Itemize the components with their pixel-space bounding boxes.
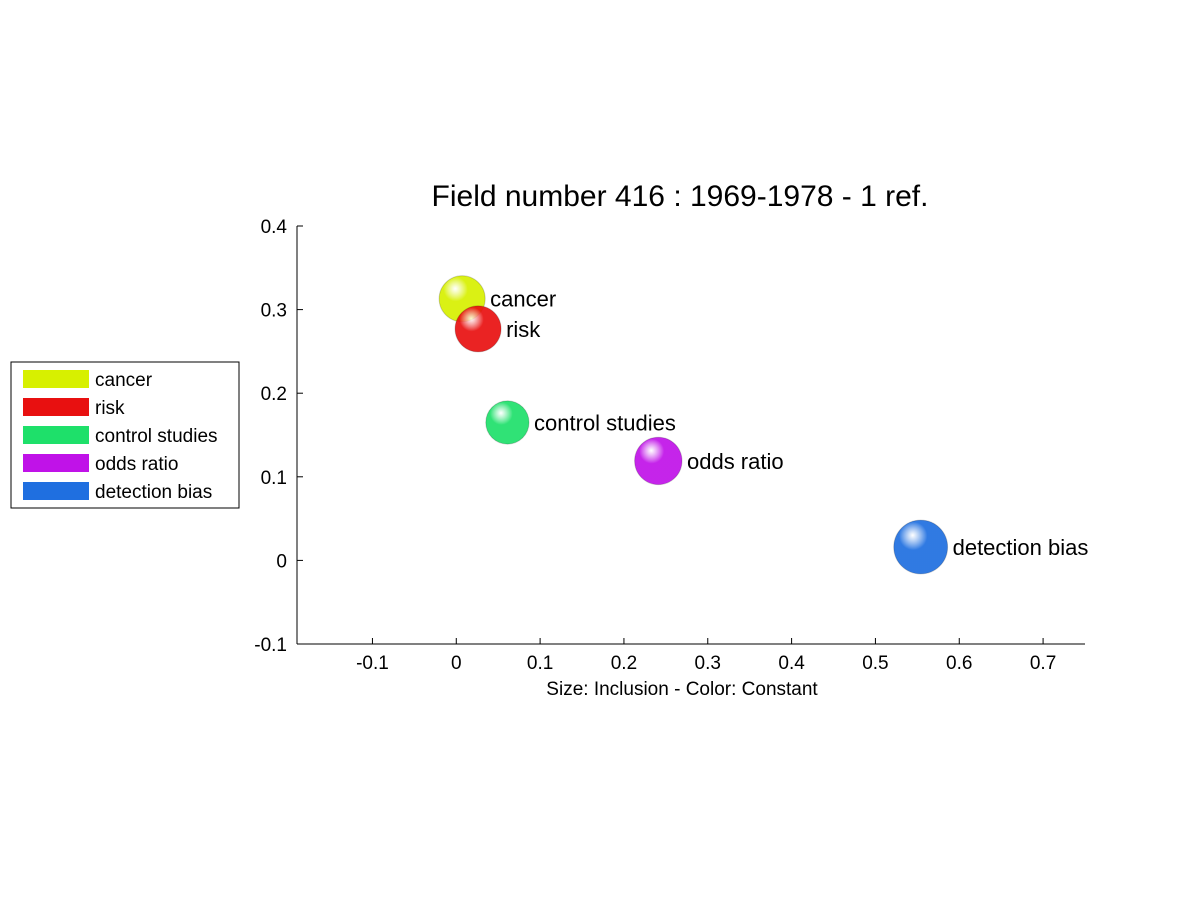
x-tick-label: 0.2 bbox=[611, 653, 637, 674]
legend-label: detection bias bbox=[95, 482, 212, 503]
data-point-outline bbox=[634, 436, 683, 486]
legend-swatch bbox=[23, 398, 89, 416]
data-point-label: risk bbox=[506, 317, 541, 342]
x-tick-label: -0.1 bbox=[356, 653, 389, 674]
chart-title: Field number 416 : 1969-1978 - 1 ref. bbox=[432, 180, 929, 213]
legend: cancer risk control studies odds ratio detec… bbox=[10, 361, 240, 509]
x-axis-label: Size: Inclusion - Color: Constant bbox=[546, 679, 818, 700]
data-point-label: detection bias bbox=[953, 535, 1089, 560]
legend-label: odds ratio bbox=[95, 454, 178, 475]
x-tick-label: 0.3 bbox=[695, 653, 721, 674]
data-point bbox=[893, 520, 948, 574]
data-point-outline bbox=[454, 305, 502, 353]
y-tick-label: 0.4 bbox=[261, 217, 288, 238]
legend-label: cancer bbox=[95, 370, 153, 391]
y-tick-label: 0.2 bbox=[261, 384, 287, 405]
x-tick-label: 0.4 bbox=[778, 653, 805, 674]
legend-swatch bbox=[23, 482, 89, 500]
legend-label: risk bbox=[95, 398, 125, 419]
data-point-label: control studies bbox=[534, 410, 676, 435]
data-point bbox=[455, 305, 502, 352]
data-point-label: cancer bbox=[490, 287, 556, 312]
data-points: cancer risk control studies odds ratio detec… bbox=[438, 275, 1089, 575]
legend-swatch bbox=[23, 370, 89, 388]
x-tick-label: 0 bbox=[451, 653, 462, 674]
x-tick-label: 0.6 bbox=[946, 653, 972, 674]
data-point-outline bbox=[485, 400, 530, 445]
data-point-label: odds ratio bbox=[687, 449, 784, 474]
axes: -0.1 0 0.1 0.2 0.3 0.4 -0.1 0 0.1 0.2 0.3 0.4 0.5 0.6… bbox=[254, 217, 1085, 674]
x-tick-label: 0.5 bbox=[862, 653, 888, 674]
y-tick-label: -0.1 bbox=[254, 635, 287, 656]
data-point-outline bbox=[893, 519, 949, 575]
y-tick-label: 0.1 bbox=[261, 468, 287, 489]
data-point bbox=[634, 437, 682, 485]
x-tick-label: 0.7 bbox=[1030, 653, 1056, 674]
x-tick-label: 0.1 bbox=[527, 653, 553, 674]
y-tick-label: 0 bbox=[276, 551, 287, 572]
legend-label: control studies bbox=[95, 426, 218, 447]
data-point bbox=[485, 400, 530, 445]
y-tick-label: 0.3 bbox=[261, 301, 287, 322]
legend-swatch bbox=[23, 454, 89, 472]
legend-swatch bbox=[23, 426, 89, 444]
